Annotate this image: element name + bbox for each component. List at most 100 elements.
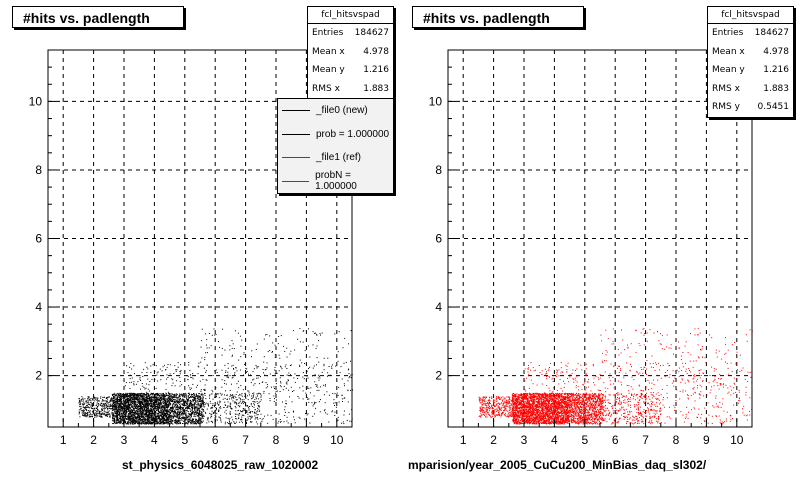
scatter-point bbox=[163, 394, 165, 396]
scatter-point bbox=[120, 399, 122, 401]
scatter-point bbox=[188, 385, 190, 387]
scatter-point bbox=[203, 397, 204, 399]
scatter-point bbox=[113, 402, 115, 404]
scatter-point bbox=[238, 395, 240, 397]
scatter-point bbox=[160, 379, 162, 381]
scatter-point bbox=[79, 406, 81, 408]
scatter-point bbox=[122, 395, 124, 397]
scatter-point bbox=[218, 416, 220, 418]
scatter-point bbox=[193, 400, 195, 402]
scatter-point bbox=[149, 400, 150, 402]
scatter-point bbox=[175, 370, 177, 372]
scatter-point bbox=[158, 399, 160, 401]
scatter-point bbox=[122, 407, 124, 409]
scatter-point bbox=[143, 405, 145, 407]
scatter-point bbox=[176, 380, 178, 382]
scatter-point bbox=[271, 351, 273, 353]
scatter-point bbox=[125, 411, 127, 413]
scatter-point bbox=[125, 403, 127, 404]
scatter-point bbox=[137, 395, 139, 397]
scatter-point bbox=[274, 369, 276, 371]
scatter-point bbox=[115, 394, 116, 396]
scatter-point bbox=[137, 394, 139, 396]
scatter-point bbox=[166, 409, 168, 411]
scatter-point bbox=[343, 397, 345, 399]
scatter-point bbox=[145, 397, 147, 398]
scatter-point bbox=[202, 414, 204, 416]
scatter-point bbox=[129, 407, 130, 408]
scatter-point bbox=[138, 412, 139, 414]
scatter-point bbox=[191, 412, 193, 414]
scatter-point bbox=[170, 400, 172, 402]
scatter-point bbox=[87, 414, 89, 416]
scatter-point bbox=[275, 391, 277, 393]
scatter-point bbox=[147, 420, 149, 422]
scatter-point bbox=[132, 414, 134, 416]
scatter-point bbox=[229, 420, 230, 422]
scatter-point bbox=[133, 392, 135, 394]
scatter-point bbox=[120, 413, 122, 415]
scatter-point bbox=[128, 419, 130, 421]
scatter-point bbox=[247, 399, 249, 401]
scatter-point bbox=[286, 356, 288, 358]
scatter-point bbox=[250, 411, 252, 412]
scatter-point bbox=[170, 407, 172, 409]
scatter-point bbox=[114, 421, 116, 423]
scatter-point bbox=[138, 416, 140, 418]
scatter-point bbox=[181, 406, 183, 408]
scatter-point bbox=[113, 395, 115, 397]
scatter-point bbox=[229, 349, 231, 351]
scatter-point bbox=[187, 416, 189, 418]
scatter-point bbox=[179, 400, 181, 402]
scatter-point bbox=[102, 410, 104, 411]
scatter-point bbox=[298, 416, 300, 418]
scatter-point bbox=[123, 397, 125, 399]
scatter-point bbox=[172, 407, 174, 409]
scatter-point bbox=[78, 398, 80, 400]
scatter-point bbox=[127, 402, 129, 404]
scatter-point bbox=[100, 414, 102, 416]
scatter-point bbox=[138, 406, 140, 408]
scatter-point bbox=[82, 411, 84, 413]
scatter-point bbox=[204, 388, 206, 390]
scatter-point bbox=[147, 378, 149, 380]
scatter-point bbox=[78, 412, 80, 413]
scatter-point bbox=[168, 416, 169, 418]
scatter-point bbox=[198, 410, 200, 411]
scatter-point bbox=[231, 383, 232, 385]
scatter-point bbox=[348, 373, 350, 375]
scatter-point bbox=[147, 407, 149, 409]
scatter-point bbox=[162, 418, 164, 420]
scatter-point bbox=[157, 422, 159, 424]
scatter-point bbox=[158, 419, 160, 421]
scatter-point bbox=[235, 416, 237, 418]
scatter-point bbox=[129, 400, 130, 401]
scatter-point bbox=[244, 393, 246, 395]
scatter-point bbox=[174, 385, 176, 387]
scatter-point bbox=[137, 417, 138, 419]
scatter-point bbox=[195, 398, 197, 400]
scatter-point bbox=[256, 377, 258, 379]
scatter-point bbox=[164, 395, 166, 397]
scatter-point bbox=[343, 410, 345, 412]
scatter-point bbox=[238, 415, 240, 417]
scatter-point bbox=[133, 381, 135, 383]
scatter-point bbox=[115, 403, 117, 405]
scatter-point bbox=[83, 412, 85, 414]
scatter-point bbox=[204, 394, 206, 396]
scatter-point bbox=[323, 384, 325, 386]
scatter-point bbox=[174, 405, 176, 406]
scatter-point bbox=[254, 404, 255, 406]
scatter-point bbox=[175, 400, 177, 402]
scatter-point bbox=[179, 409, 181, 411]
scatter-point bbox=[194, 395, 196, 397]
scatter-point bbox=[229, 404, 231, 406]
scatter-point bbox=[165, 400, 167, 402]
scatter-point bbox=[318, 389, 320, 391]
scatter-point bbox=[120, 396, 122, 398]
scatter-point bbox=[258, 402, 260, 404]
scatter-point bbox=[257, 410, 258, 412]
scatter-point bbox=[308, 398, 310, 400]
scatter-point bbox=[150, 401, 152, 403]
scatter-point bbox=[195, 423, 197, 425]
